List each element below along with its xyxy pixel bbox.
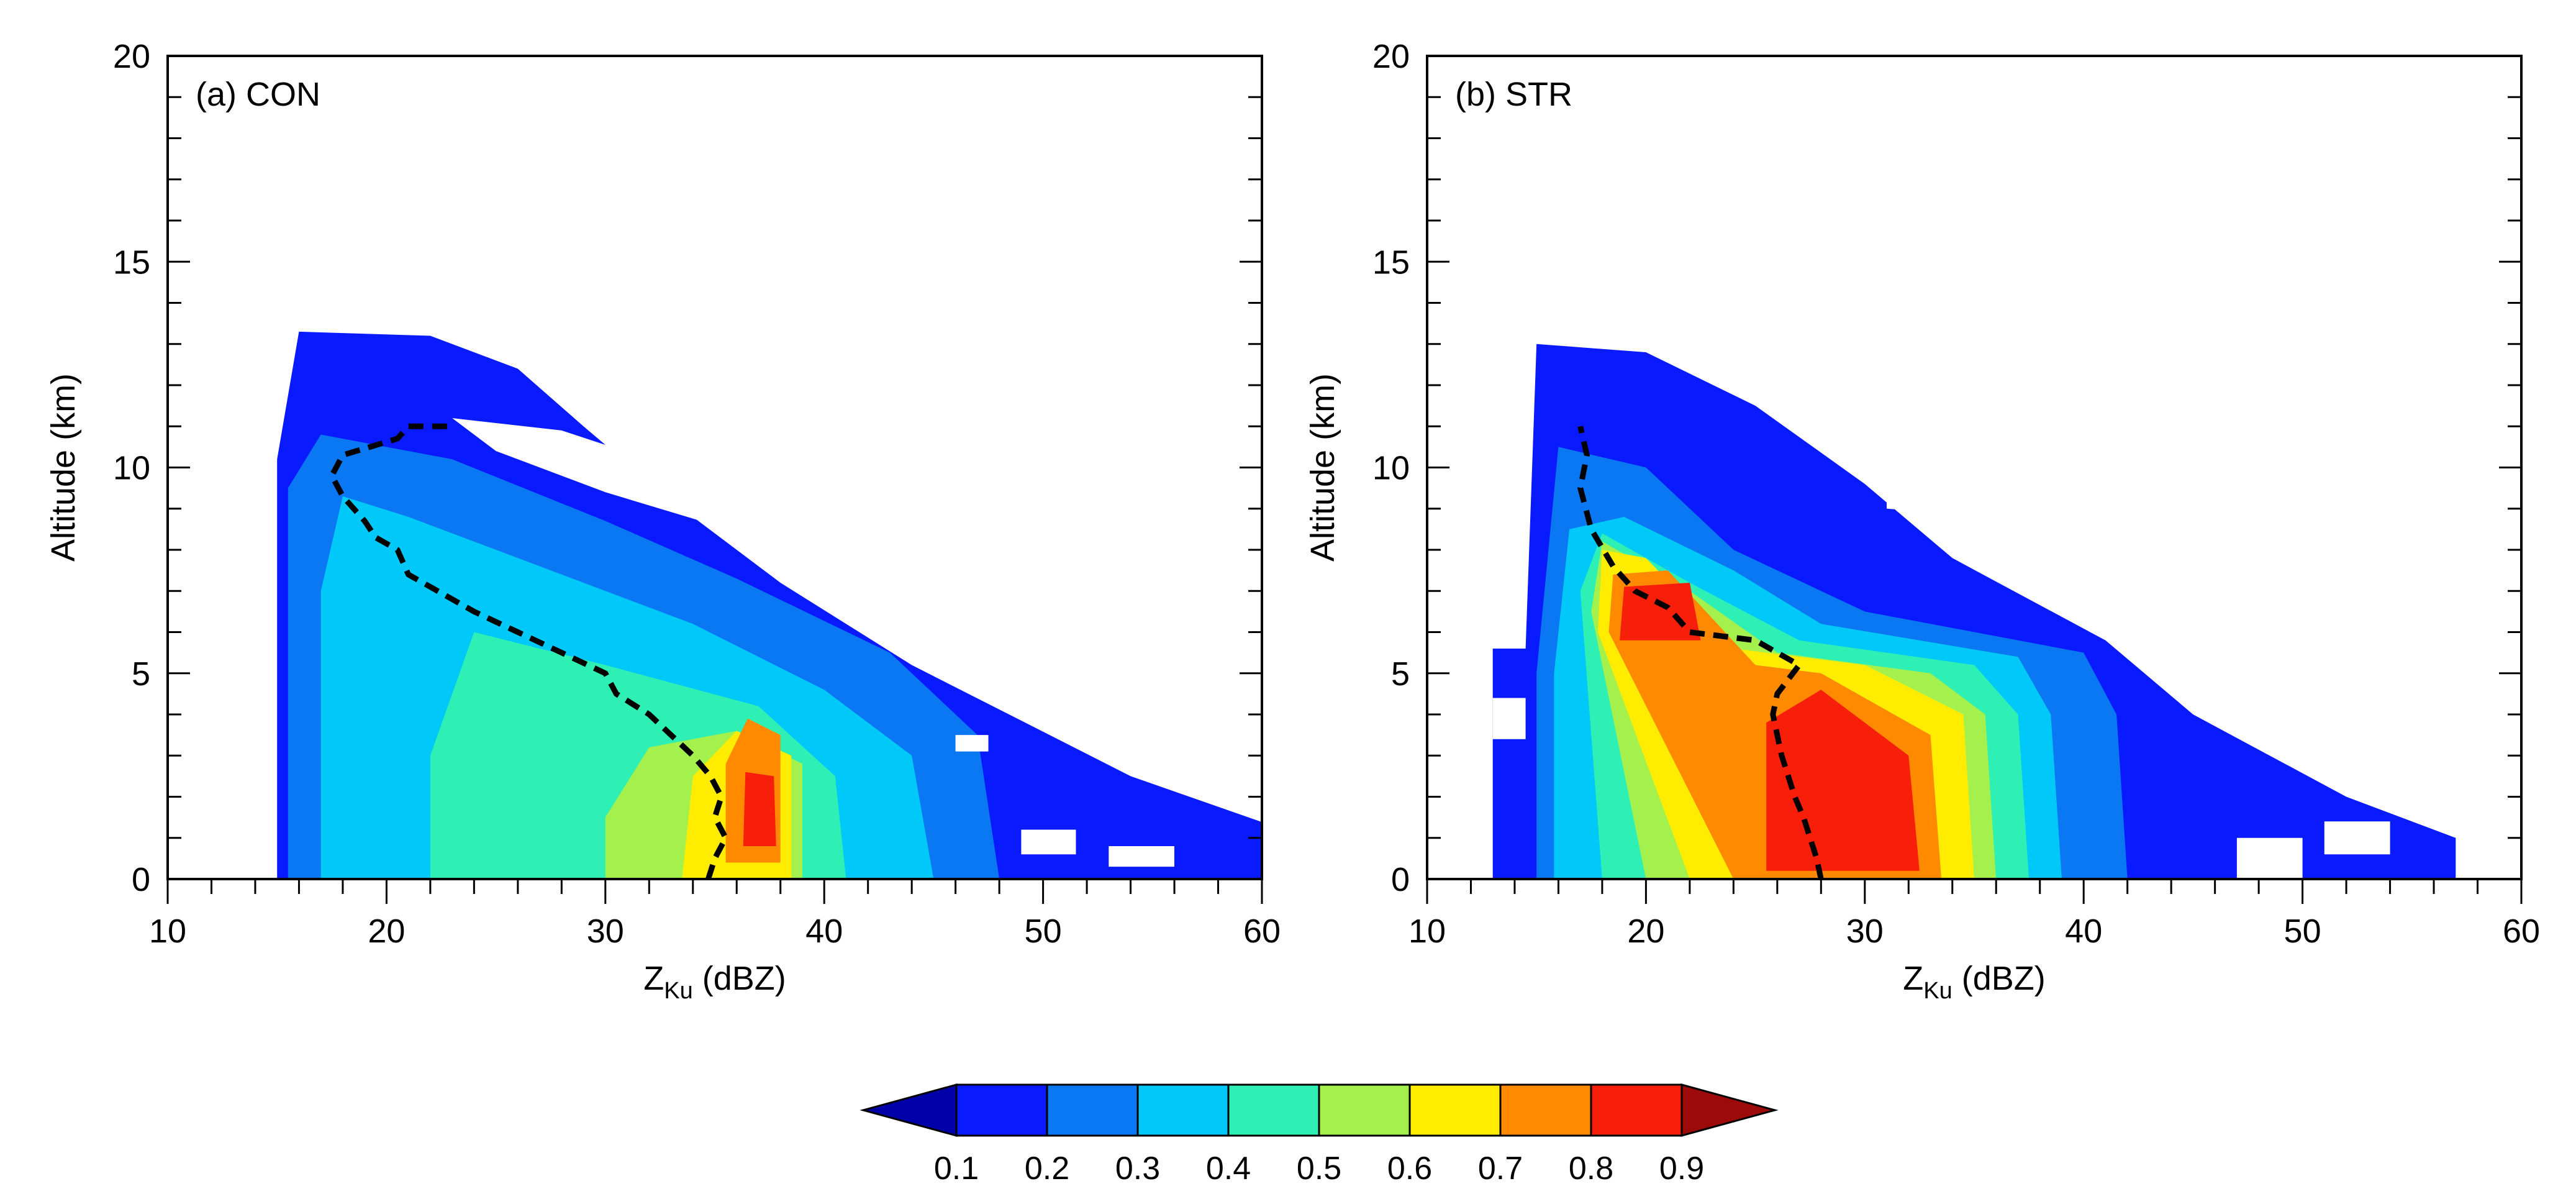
colorbar-label: 0.2 <box>1025 1151 1069 1187</box>
colorbar-swatch <box>1227 1083 1320 1137</box>
colorbar-label: 0.1 <box>934 1151 979 1187</box>
colorbar-label: 0.7 <box>1478 1151 1523 1187</box>
x-tick-label: 40 <box>2065 913 2102 950</box>
y-tick-label: 5 <box>1391 655 1410 693</box>
y-tick-label: 10 <box>1372 450 1410 487</box>
colorbar: 0.1 0.2 0.3 0.4 0.5 0.6 0.7 0.8 0.9 <box>859 1083 1779 1187</box>
y-axis-label: Altitude (km) <box>1304 373 1341 562</box>
x-axis-label: ZKu (dBZ) <box>643 960 786 1004</box>
y-tick-label: 20 <box>113 38 150 75</box>
mean-profile-line <box>329 423 729 879</box>
x-tick-label: 10 <box>1408 913 1446 950</box>
x-tick-label: 50 <box>1025 913 1062 950</box>
x-axis-label-subscript: Ku <box>664 978 692 1004</box>
data-gap <box>955 735 989 752</box>
plot-area <box>1492 344 2456 879</box>
y-axis-label: Altitude (km) <box>45 373 82 562</box>
y-tick-label: 10 <box>113 450 150 487</box>
contour-region-0-8 <box>743 772 776 846</box>
x-tick-label: 60 <box>2503 913 2540 950</box>
colorbar-label: 0.4 <box>1206 1151 1251 1187</box>
panel-str: 10 20 30 40 50 60 0 5 10 15 20 (b) STR Altitude (km)… <box>1304 38 2540 1004</box>
y-tick-label: 15 <box>1372 244 1410 281</box>
x-axis-label: ZKu (dBZ) <box>1903 960 2046 1004</box>
plot-area <box>277 331 1262 879</box>
y-tick-label: 0 <box>1391 861 1410 898</box>
colorbar-swatch <box>1408 1083 1502 1137</box>
y-tick-label: 20 <box>1372 38 1410 75</box>
panel-label: (a) CON <box>196 76 320 113</box>
x-tick-label: 40 <box>805 913 843 950</box>
y-tick-label: 15 <box>113 244 150 281</box>
colorbar-over-arrow <box>1680 1083 1779 1137</box>
colorbar-label: 0.5 <box>1297 1151 1341 1187</box>
panel-label: (b) STR <box>1455 76 1572 113</box>
x-tick-label: 20 <box>1627 913 1664 950</box>
colorbar-label: 0.6 <box>1387 1151 1432 1187</box>
colorbar-swatch <box>1046 1083 1139 1137</box>
y-tick-label: 5 <box>132 655 150 693</box>
colorbar-swatch <box>1318 1083 1411 1137</box>
colorbar-swatch <box>1136 1083 1230 1137</box>
x-tick-label: 30 <box>587 913 624 950</box>
x-axis-label-subscript: Ku <box>1923 978 1952 1004</box>
contour-region-0-8 <box>1620 583 1701 641</box>
mean-profile-line <box>1577 426 1824 879</box>
x-axis-label-unit: (dBZ) <box>693 960 786 997</box>
colorbar-under-arrow <box>859 1083 958 1137</box>
data-gap <box>1492 698 1526 739</box>
x-tick-label: 10 <box>149 913 186 950</box>
colorbar-swatch <box>1499 1083 1592 1137</box>
panel-con: 10 20 30 40 50 60 0 5 10 15 20 (a) CON Altitude (km)… <box>45 38 1281 1004</box>
colorbar-label: 0.3 <box>1115 1151 1160 1187</box>
x-axis-label-unit: (dBZ) <box>1952 960 2046 997</box>
colorbar-swatch <box>955 1083 1048 1137</box>
data-gap <box>1109 846 1174 867</box>
y-tick-label: 0 <box>132 861 150 898</box>
x-tick-label: 20 <box>368 913 405 950</box>
data-gap <box>2324 821 2390 855</box>
x-tick-label: 30 <box>1846 913 1884 950</box>
colorbar-label: 0.8 <box>1569 1151 1613 1187</box>
x-axis-label-base: Z <box>1903 960 1923 997</box>
data-gap <box>1021 829 1076 855</box>
data-gap <box>452 418 737 526</box>
x-axis-label-base: Z <box>643 960 664 997</box>
x-tick-label: 60 <box>1243 913 1281 950</box>
colorbar-swatch <box>1590 1083 1683 1137</box>
data-gap <box>2236 837 2303 879</box>
data-gap <box>1887 484 2149 538</box>
x-tick-label: 50 <box>2284 913 2321 950</box>
colorbar-label: 0.9 <box>1659 1151 1704 1187</box>
